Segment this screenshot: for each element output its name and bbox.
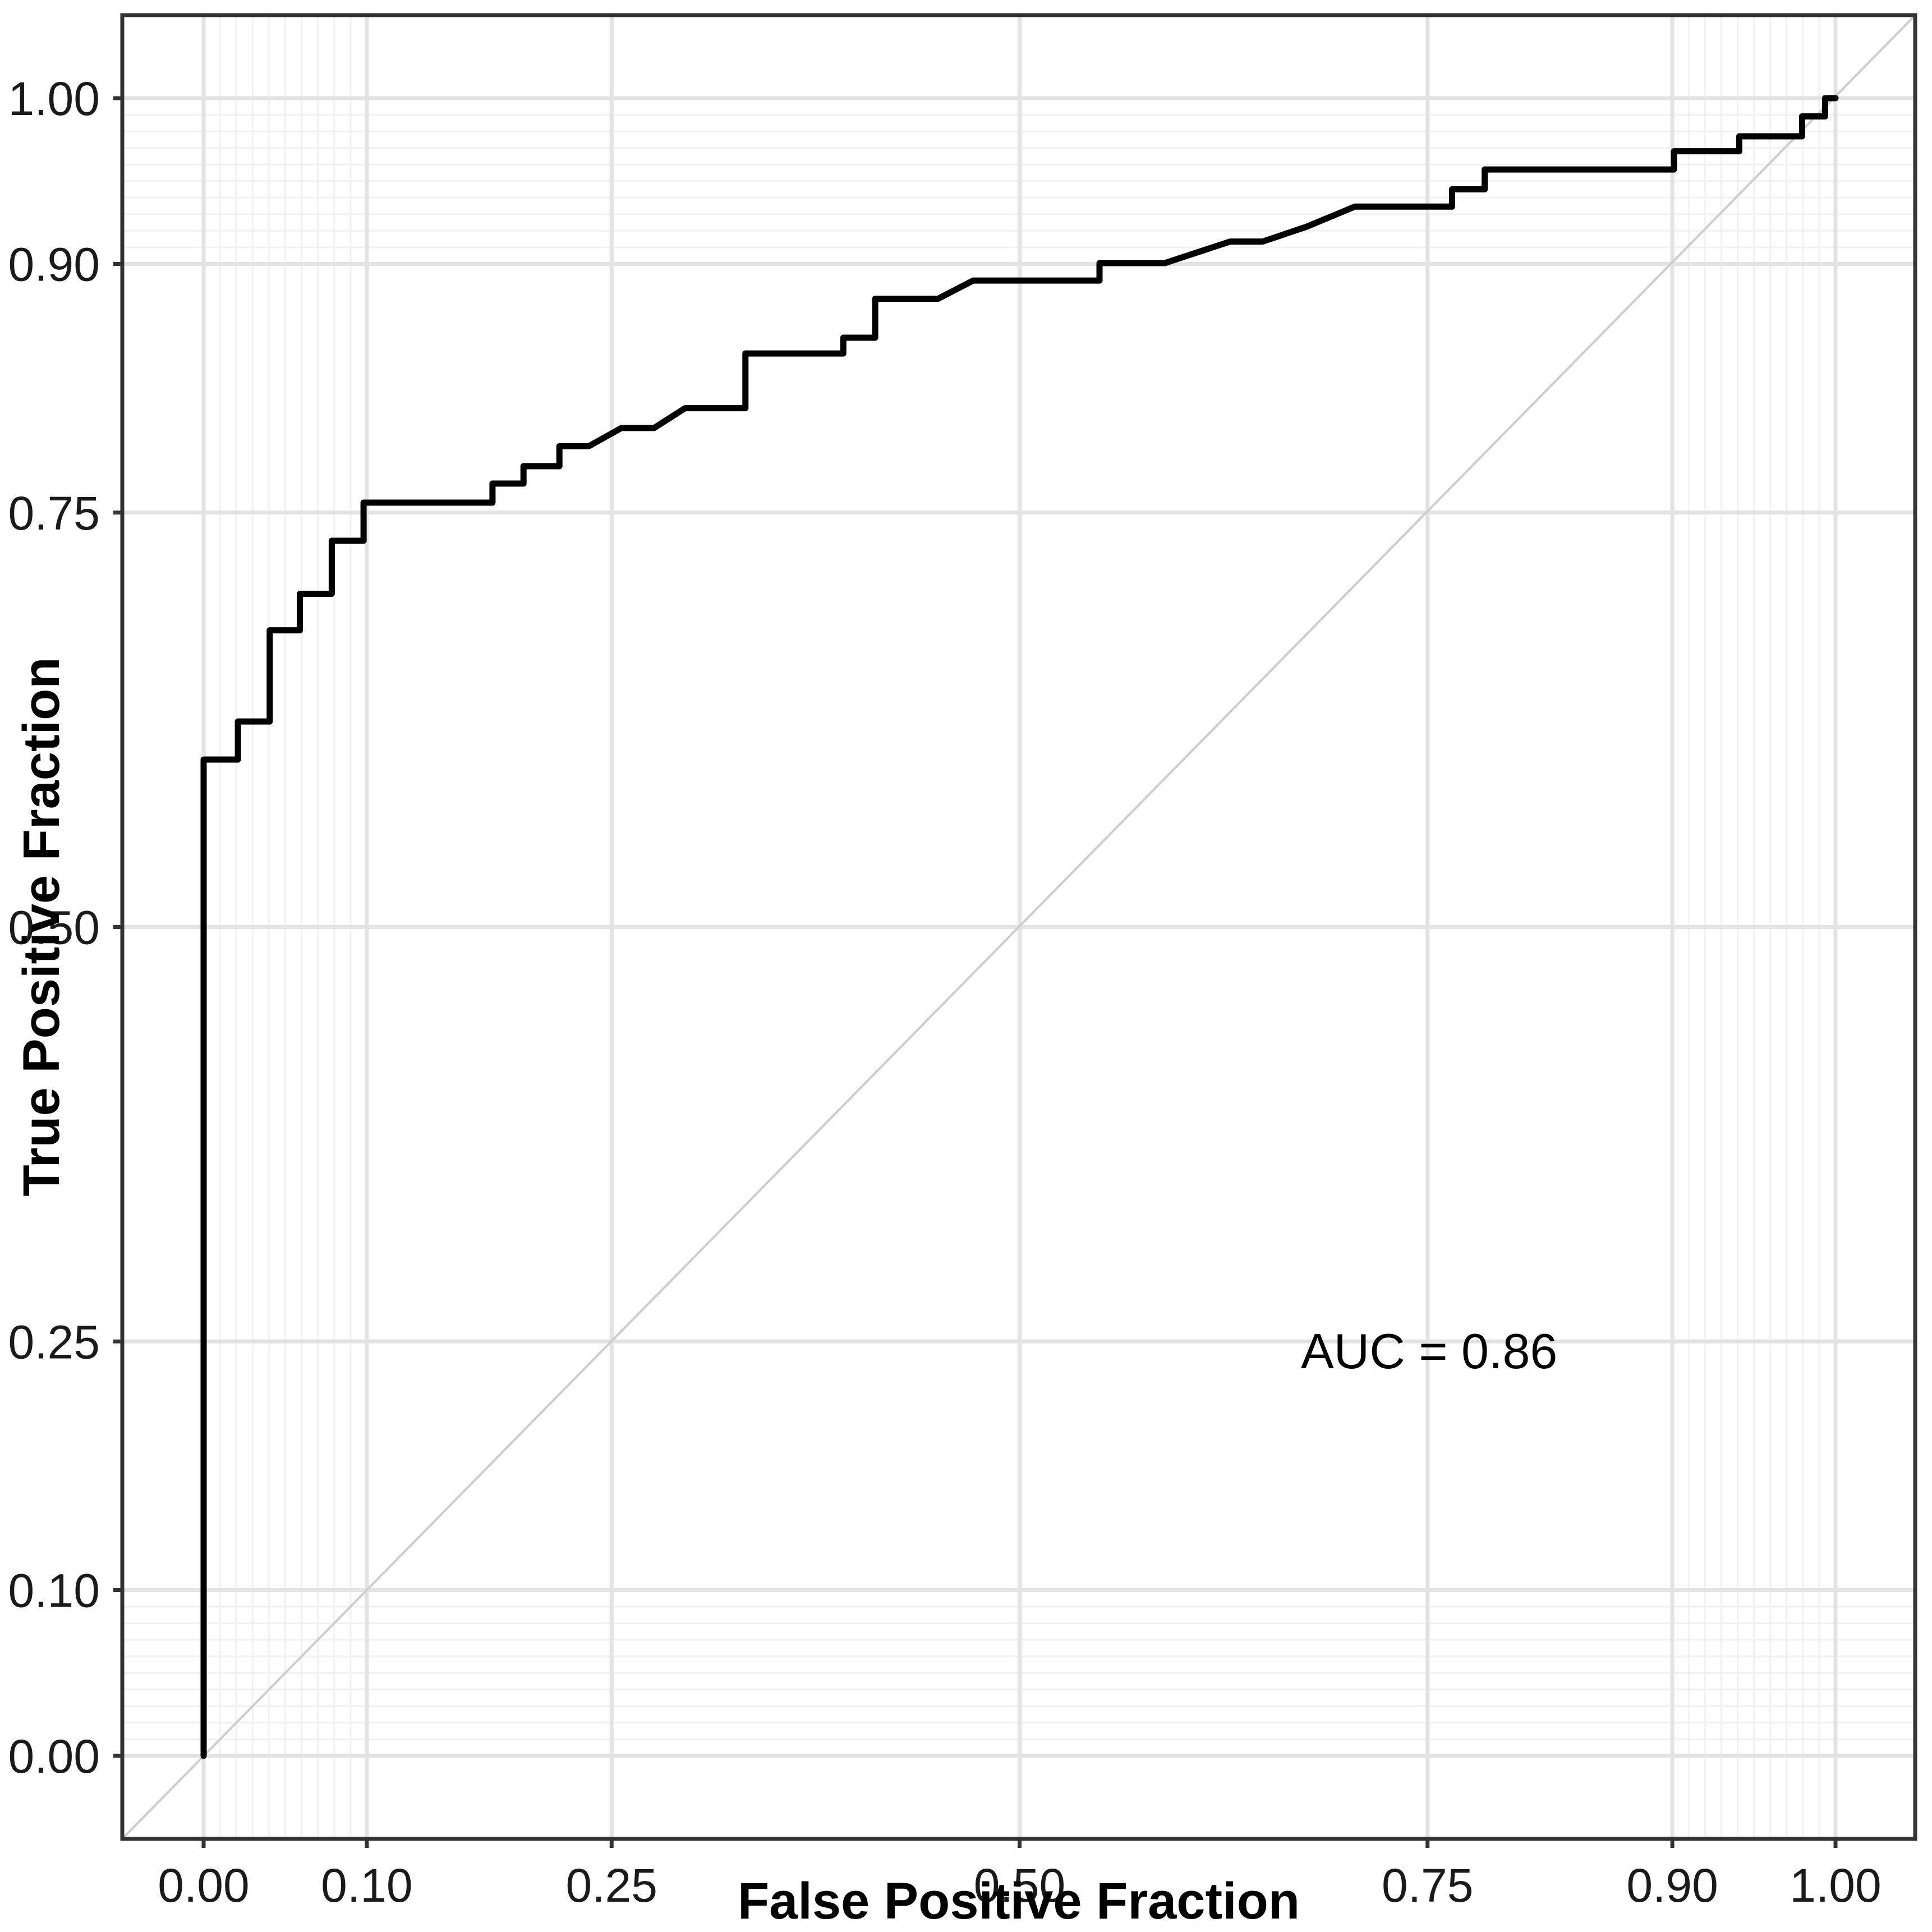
x-tick-label: 0.25 [566, 1859, 658, 1912]
x-tick-label: 0.90 [1626, 1859, 1718, 1912]
y-tick-label: 0.10 [8, 1565, 100, 1617]
y-tick-label: 0.00 [8, 1730, 100, 1783]
x-axis-tick-labels: 0.00 0.10 0.25 0.50 0.75 0.90 1.00 [158, 1859, 1882, 1912]
y-tick-label: 0.90 [8, 238, 100, 291]
y-axis-tick-labels: 0.00 0.10 0.25 0.50 0.75 0.90 1.00 [8, 72, 100, 1783]
x-tick-label: 1.00 [1790, 1859, 1882, 1912]
x-axis-title: False Positive Fraction [738, 1873, 1300, 1930]
y-axis-title: True Positive Fraction [13, 657, 70, 1196]
auc-annotation: AUC = 0.86 [1301, 1323, 1557, 1379]
roc-curve [200, 95, 1839, 1759]
chance-diagonal-line [121, 14, 1916, 1840]
chance-line [121, 14, 1916, 1840]
x-tick-label: 0.75 [1382, 1859, 1474, 1912]
y-axis-ticks [113, 96, 122, 1758]
roc-curve-path [200, 95, 1839, 1759]
y-tick-label: 0.75 [8, 487, 100, 540]
y-tick-label: 0.25 [8, 1315, 100, 1368]
x-tick-label: 0.00 [158, 1859, 250, 1912]
x-tick-label: 0.50 [974, 1859, 1066, 1912]
y-tick-label: 1.00 [8, 72, 100, 125]
x-axis-ticks [201, 1839, 1838, 1848]
y-tick-label: 0.50 [8, 901, 100, 954]
x-tick-label: 0.10 [321, 1859, 413, 1912]
